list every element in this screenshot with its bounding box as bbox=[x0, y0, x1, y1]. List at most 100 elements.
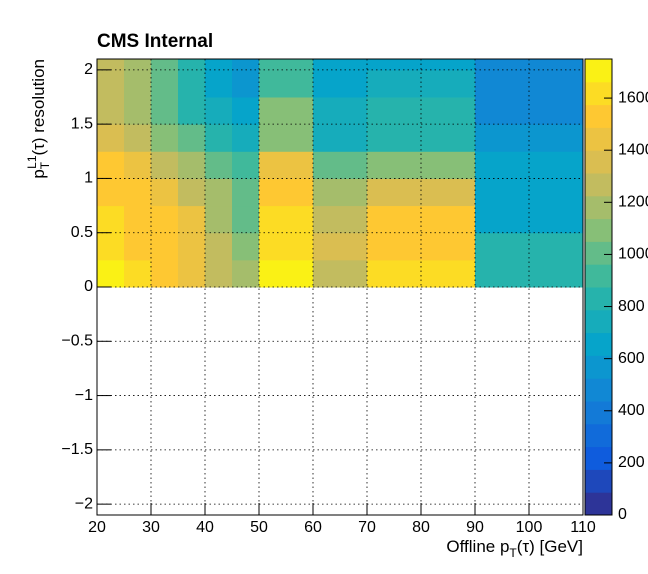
cell bbox=[367, 97, 422, 125]
cell bbox=[421, 59, 476, 71]
cell bbox=[97, 205, 125, 234]
chart-title: CMS Internal bbox=[97, 31, 213, 52]
cell bbox=[151, 232, 179, 261]
cell bbox=[529, 178, 583, 207]
cell bbox=[367, 178, 422, 207]
cell bbox=[259, 59, 314, 71]
cell bbox=[151, 59, 179, 71]
cell bbox=[259, 205, 314, 234]
cell bbox=[475, 178, 530, 207]
cell bbox=[475, 97, 530, 125]
cell bbox=[97, 124, 125, 152]
cell bbox=[232, 124, 260, 152]
colorbar-tick-label: 1400 bbox=[618, 141, 648, 158]
colorbar-band bbox=[585, 332, 612, 356]
cell bbox=[178, 151, 206, 179]
cell bbox=[205, 59, 233, 71]
colorbar-band bbox=[585, 355, 612, 379]
cell bbox=[124, 69, 152, 98]
cell bbox=[313, 205, 368, 234]
cell bbox=[259, 97, 314, 125]
cell bbox=[124, 97, 152, 125]
cell bbox=[259, 69, 314, 98]
cell bbox=[475, 59, 530, 71]
colorbar-tick-label: 1000 bbox=[618, 246, 648, 263]
cell bbox=[367, 69, 422, 98]
cell bbox=[232, 97, 260, 125]
cell bbox=[475, 259, 530, 288]
colorbar-tick-label: 1600 bbox=[618, 89, 648, 106]
cell bbox=[205, 205, 233, 234]
colorbar-band bbox=[585, 81, 612, 106]
cell bbox=[421, 259, 476, 288]
cell bbox=[178, 69, 206, 98]
colorbar-tick-label: 1200 bbox=[618, 194, 648, 211]
cell bbox=[367, 205, 422, 234]
cell bbox=[367, 59, 422, 71]
y-tick-label: 0 bbox=[84, 278, 93, 295]
cell bbox=[421, 69, 476, 98]
colorbar-band bbox=[585, 309, 612, 334]
y-axis-label: pTL1(τ) resolution bbox=[25, 59, 52, 179]
cell bbox=[97, 151, 125, 179]
cell bbox=[232, 69, 260, 98]
cell bbox=[97, 232, 125, 261]
colorbar-band bbox=[585, 104, 612, 128]
cell bbox=[232, 59, 260, 71]
cell bbox=[178, 124, 206, 152]
y-tick-label: 2 bbox=[84, 61, 93, 78]
cell bbox=[367, 151, 422, 179]
x-tick-label: 90 bbox=[466, 519, 484, 536]
x-axis-label: Offline pT(τ) [GeV] bbox=[446, 537, 583, 560]
colorbar-band bbox=[585, 401, 612, 425]
cell bbox=[475, 124, 530, 152]
colorbar-band bbox=[585, 173, 612, 197]
cell bbox=[259, 178, 314, 207]
cell bbox=[313, 151, 368, 179]
cell bbox=[124, 151, 152, 179]
cell bbox=[205, 97, 233, 125]
cell bbox=[421, 97, 476, 125]
cell bbox=[151, 97, 179, 125]
cell bbox=[232, 259, 260, 288]
colorbar-band bbox=[585, 150, 612, 174]
heatmap bbox=[97, 59, 583, 288]
colorbar-band bbox=[585, 446, 612, 470]
cell bbox=[97, 59, 125, 71]
cell bbox=[529, 259, 583, 288]
cell bbox=[529, 97, 583, 125]
colorbar-band bbox=[585, 378, 612, 402]
cell bbox=[259, 232, 314, 261]
colorbar-tick-label: 0 bbox=[618, 506, 627, 523]
cell bbox=[529, 151, 583, 179]
x-tick-label: 100 bbox=[516, 519, 543, 536]
cell bbox=[178, 259, 206, 288]
colorbar-band bbox=[585, 59, 612, 83]
colorbar-tick-label: 400 bbox=[618, 402, 645, 419]
cell bbox=[124, 232, 152, 261]
cell bbox=[367, 232, 422, 261]
cell bbox=[151, 69, 179, 98]
cell bbox=[151, 151, 179, 179]
cell bbox=[313, 232, 368, 261]
cell bbox=[205, 151, 233, 179]
cell bbox=[367, 124, 422, 152]
colorbar-band bbox=[585, 423, 612, 448]
cell bbox=[313, 178, 368, 207]
x-tick-label: 20 bbox=[88, 519, 106, 536]
cell bbox=[232, 232, 260, 261]
x-tick-label: 30 bbox=[142, 519, 160, 536]
cell bbox=[178, 205, 206, 234]
colorbar-band bbox=[585, 195, 612, 220]
x-tick-label: 110 bbox=[570, 519, 596, 536]
cell bbox=[259, 259, 314, 288]
cell bbox=[151, 205, 179, 234]
cell bbox=[151, 124, 179, 152]
colorbar-tick-label: 200 bbox=[618, 454, 645, 471]
cell bbox=[367, 259, 422, 288]
cell bbox=[475, 232, 530, 261]
x-tick-label: 50 bbox=[250, 519, 268, 536]
cell bbox=[421, 124, 476, 152]
cell bbox=[529, 232, 583, 261]
